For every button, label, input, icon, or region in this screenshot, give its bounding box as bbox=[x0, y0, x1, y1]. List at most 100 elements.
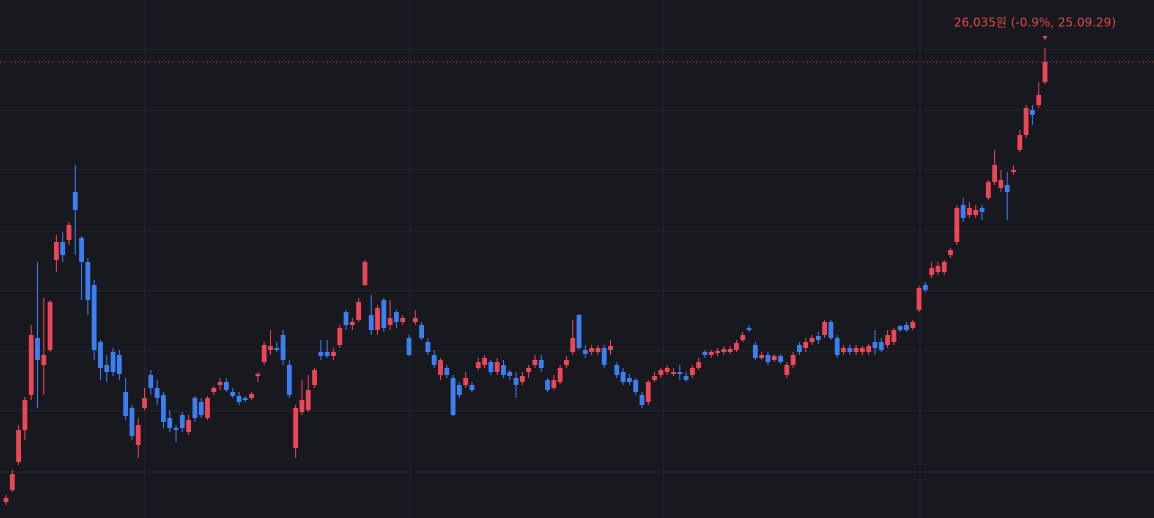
candle-body bbox=[41, 355, 47, 365]
candle-body bbox=[582, 350, 588, 354]
candle-body bbox=[922, 285, 928, 290]
candle-body bbox=[822, 322, 828, 335]
candle-body bbox=[280, 335, 286, 360]
candle-body bbox=[834, 338, 840, 355]
candle-body bbox=[305, 390, 311, 410]
candle-body bbox=[293, 408, 299, 448]
candle-body bbox=[519, 376, 525, 382]
candle-body bbox=[954, 208, 960, 242]
candle-body bbox=[929, 268, 935, 275]
candle-body bbox=[343, 312, 349, 325]
candle-body bbox=[255, 374, 261, 376]
candle-body bbox=[878, 342, 884, 350]
candle-body bbox=[47, 302, 53, 350]
candle-body bbox=[261, 345, 267, 362]
candle-body bbox=[312, 370, 317, 385]
candle-body bbox=[1017, 135, 1023, 150]
candle-body bbox=[444, 368, 450, 375]
candle-body bbox=[513, 378, 519, 385]
candle-body bbox=[412, 318, 418, 322]
candle-body bbox=[897, 326, 903, 330]
candle-body bbox=[469, 385, 475, 390]
candle-body bbox=[507, 372, 513, 376]
candle-body bbox=[173, 428, 179, 430]
candle-body bbox=[696, 362, 702, 368]
candle-body bbox=[759, 355, 765, 358]
candle-body bbox=[66, 225, 72, 240]
candle-body bbox=[400, 318, 406, 322]
candle-body bbox=[450, 378, 456, 415]
candle-body bbox=[652, 376, 657, 380]
candle-body bbox=[198, 402, 204, 415]
candle-body bbox=[671, 372, 676, 374]
candle-body bbox=[765, 355, 771, 362]
candle-body bbox=[488, 362, 494, 372]
high-marker bbox=[1042, 36, 1048, 40]
candle-body bbox=[790, 355, 796, 365]
candle-body bbox=[387, 318, 393, 325]
candle-body bbox=[985, 182, 991, 198]
candle-body bbox=[463, 378, 469, 385]
candle-body bbox=[784, 365, 790, 375]
candle-body bbox=[614, 365, 620, 375]
candle-body bbox=[223, 382, 229, 390]
candle-body bbox=[299, 400, 305, 412]
candle-body bbox=[337, 328, 343, 345]
candle-body bbox=[148, 375, 154, 388]
candle-body bbox=[368, 315, 374, 330]
candle-body bbox=[154, 388, 160, 398]
candle-body bbox=[1036, 95, 1042, 105]
candle-body bbox=[192, 398, 198, 418]
candle-body bbox=[72, 192, 78, 210]
candle-body bbox=[803, 342, 809, 348]
candle-body bbox=[916, 288, 922, 310]
candle-body bbox=[3, 498, 9, 502]
candle-body bbox=[104, 365, 110, 372]
candle-body bbox=[274, 348, 280, 350]
candle-body bbox=[1023, 108, 1029, 135]
candle-body bbox=[79, 238, 84, 262]
candle-body bbox=[740, 335, 746, 340]
candle-body bbox=[828, 322, 834, 338]
candle-body bbox=[475, 362, 481, 368]
candle-body bbox=[230, 392, 236, 396]
candle-body bbox=[967, 208, 972, 215]
candle-body bbox=[551, 380, 557, 388]
candle-body bbox=[664, 368, 670, 372]
candle-body bbox=[186, 420, 192, 432]
candle-body bbox=[683, 376, 689, 380]
candle-body bbox=[116, 355, 122, 374]
candle-body bbox=[746, 328, 752, 330]
candle-body bbox=[866, 346, 872, 352]
candle-body bbox=[9, 474, 15, 490]
candle-body bbox=[425, 342, 431, 352]
candle-body bbox=[431, 355, 437, 365]
candle-body bbox=[992, 165, 998, 182]
candle-body bbox=[702, 352, 708, 355]
candle-body bbox=[286, 365, 292, 395]
candle-body bbox=[620, 372, 626, 382]
candle-body bbox=[456, 385, 462, 395]
candle-body bbox=[236, 396, 242, 402]
candle-body bbox=[752, 345, 758, 358]
candle-body bbox=[885, 335, 890, 345]
candle-body bbox=[576, 315, 582, 348]
candle-body bbox=[973, 210, 979, 215]
candle-body bbox=[249, 394, 254, 398]
candle-body bbox=[601, 348, 607, 365]
candle-body bbox=[356, 302, 362, 320]
candle-body bbox=[501, 365, 506, 375]
candle-body bbox=[217, 382, 223, 385]
candle-body bbox=[1030, 110, 1035, 115]
candle-body bbox=[268, 346, 273, 350]
candle-body bbox=[557, 368, 563, 382]
candle-body bbox=[242, 398, 248, 400]
candle-body bbox=[362, 262, 368, 285]
candle-body bbox=[538, 360, 544, 368]
candle-body bbox=[809, 338, 815, 342]
high-annotation: 26,035원 (-0.9%, 25.09.29) bbox=[954, 16, 1116, 30]
candle-body bbox=[589, 348, 595, 352]
candle-body bbox=[482, 358, 487, 365]
